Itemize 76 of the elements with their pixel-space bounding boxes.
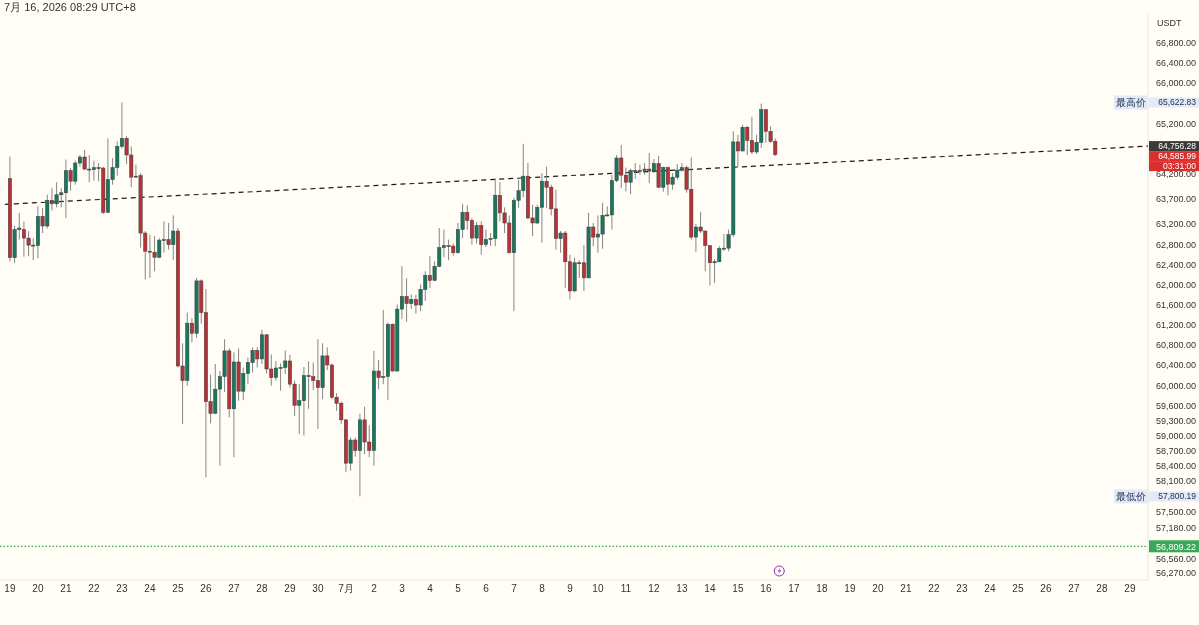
x-tick-label: 6	[483, 583, 490, 594]
x-tick-label: 28	[1096, 583, 1108, 594]
y-tick-label: 63,700.00	[1155, 194, 1196, 205]
y-tick-label: 62,000.00	[1155, 279, 1196, 290]
x-tick-label: 29	[1124, 583, 1136, 594]
y-tick-label: 59,600.00	[1155, 400, 1196, 411]
annotation: 最低价	[1116, 490, 1146, 502]
y-tick-label: 60,000.00	[1155, 380, 1196, 391]
ref-line-label: 56,809.22	[1155, 541, 1196, 552]
x-tick-label: 27	[228, 583, 240, 594]
x-tick-label: 12	[648, 583, 660, 594]
x-tick-label: 21	[60, 583, 72, 594]
y-tick-label: 65,200.00	[1155, 118, 1196, 129]
annotation: 最高价	[1116, 96, 1146, 108]
y-tick-label: 64,200.00	[1155, 169, 1196, 180]
y-tick-label: 58,400.00	[1155, 461, 1196, 472]
x-tick-label: 3	[399, 583, 406, 594]
y-tick-label: 62,800.00	[1155, 239, 1196, 250]
x-tick-label: 25	[1012, 583, 1024, 594]
y-tick-label: 61,200.00	[1155, 320, 1196, 331]
x-tick-label: 15	[732, 583, 744, 594]
x-tick-label: 27	[1068, 583, 1080, 594]
x-tick-label: 26	[1040, 583, 1052, 594]
x-tick-label: 24	[144, 583, 156, 594]
y-tick-label: 58,700.00	[1155, 446, 1196, 457]
x-tick-label: 28	[256, 583, 268, 594]
x-tick-label: 22	[928, 583, 940, 594]
x-tick-label: 14	[704, 583, 716, 594]
x-tick-label: 16	[760, 583, 772, 594]
x-tick-label: 20	[872, 583, 884, 594]
text: 64,585.99	[1158, 151, 1197, 162]
x-tick-label: 29	[284, 583, 296, 594]
text: 03:31:00	[1162, 161, 1197, 172]
x-tick-label: 19	[4, 583, 16, 594]
y-tick-label: 61,600.00	[1155, 300, 1196, 311]
y-tick-label: 66,400.00	[1155, 58, 1196, 69]
x-tick-label: 7月	[338, 583, 354, 594]
x-tick-label: 30	[312, 583, 324, 594]
y-axis-title: USDT	[1157, 18, 1182, 28]
y-tick-label: 60,800.00	[1155, 340, 1196, 351]
y-tick-label: 66,800.00	[1155, 38, 1196, 49]
x-tick-label: 8	[539, 583, 546, 594]
x-tick-label: 23	[116, 583, 128, 594]
x-tick-label: 19	[844, 583, 856, 594]
text: 64,756.28	[1158, 141, 1197, 152]
y-tick-label: 60,400.00	[1155, 360, 1196, 371]
x-tick-label: 23	[956, 583, 968, 594]
x-tick-label: 2	[371, 583, 378, 594]
x-tick-label: 21	[900, 583, 912, 594]
x-tick-label: 5	[455, 583, 462, 594]
x-tick-label: 17	[788, 583, 800, 594]
x-tick-label: 4	[427, 583, 434, 594]
x-tick-label: 26	[200, 583, 212, 594]
chart-title: 7月 16, 2026 08:29 UTC+8	[4, 1, 136, 13]
y-tick-label: 59,300.00	[1155, 415, 1196, 426]
x-tick-label: 13	[676, 583, 688, 594]
y-tick-label: 66,000.00	[1155, 78, 1196, 89]
x-tick-label: 24	[984, 583, 996, 594]
x-tick-label: 11	[620, 583, 632, 594]
y-tick-label: 57,180.00	[1155, 522, 1196, 533]
x-tick-label: 18	[816, 583, 828, 594]
x-tick-label: 20	[32, 583, 44, 594]
y-tick-label: 57,500.00	[1155, 506, 1196, 517]
x-tick-label: 10	[592, 583, 604, 594]
y-tick-label: 56,270.00	[1155, 568, 1196, 579]
y-tick-label: 63,200.00	[1155, 219, 1196, 230]
y-tick-label: 62,400.00	[1155, 259, 1196, 270]
text: 65,622.83	[1158, 97, 1197, 108]
x-tick-label: 9	[567, 583, 574, 594]
text: 57,800.19	[1158, 491, 1197, 502]
y-tick-label: 58,100.00	[1155, 476, 1196, 487]
x-tick-label: 7	[511, 583, 518, 594]
y-tick-label: 59,000.00	[1155, 430, 1196, 441]
x-tick-label: 25	[172, 583, 184, 594]
x-tick-label: 22	[88, 583, 100, 594]
y-tick-label: 56,560.00	[1155, 553, 1196, 564]
